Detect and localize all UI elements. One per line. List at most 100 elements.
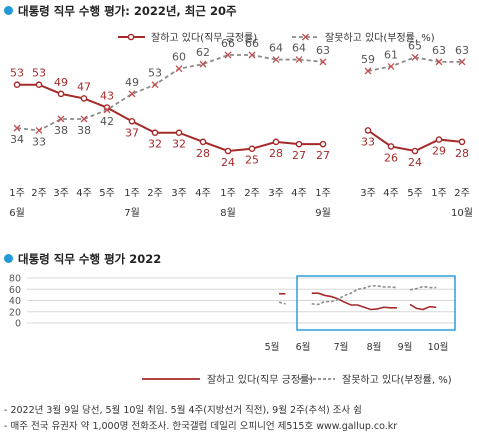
x-tick-label: 3주 — [171, 188, 187, 199]
x-tick-label: 10월 — [428, 341, 449, 353]
positive-point — [57, 90, 65, 98]
positive-series-line — [17, 83, 323, 153]
legend-positive-label: 잘하고 있다(직무 긍정률) — [207, 373, 313, 386]
bottom-chart-title-text: 대통령 직무 수행 평가 2022 — [18, 252, 162, 266]
bottom-chart-title: 대통령 직무 수행 평가 2022 — [4, 251, 161, 267]
positive-data-label: 47 — [77, 80, 91, 93]
positive-point — [319, 140, 327, 148]
negative-data-label: 64 — [269, 42, 283, 55]
negative-series-line — [311, 285, 397, 306]
y-tick-label: 80 — [9, 274, 21, 285]
positive-data-label: 53 — [32, 67, 46, 80]
x-tick-label: 3주 — [53, 188, 69, 199]
negative-point — [35, 126, 43, 134]
negative-point — [387, 62, 395, 70]
positive-point — [35, 81, 43, 89]
legend-positive-marker — [127, 33, 135, 41]
positive-data-label: 49 — [54, 76, 68, 89]
month-label: 7월 — [124, 207, 140, 219]
negative-point — [248, 51, 256, 59]
negative-data-label: 65 — [408, 39, 422, 52]
positive-data-label: 27 — [316, 149, 330, 162]
positive-data-label: 29 — [432, 145, 446, 158]
negative-point — [151, 81, 159, 89]
legend-negative-label: 잘못하고 있다(부정률, %) — [325, 31, 435, 44]
positive-point — [199, 138, 207, 146]
negative-data-label: 66 — [221, 37, 235, 50]
negative-point — [224, 51, 232, 59]
x-tick-label: 4주 — [291, 188, 307, 199]
month-label: 9월 — [315, 207, 331, 219]
negative-point — [175, 65, 183, 73]
x-tick-label: 1주 — [9, 188, 25, 199]
x-tick-label: 7월 — [334, 341, 349, 353]
negative-data-label: 49 — [125, 76, 139, 89]
negative-series-line — [16, 54, 324, 132]
x-tick-label: 4주 — [195, 188, 211, 199]
positive-data-label: 28 — [455, 147, 469, 160]
negative-data-label: 63 — [316, 44, 330, 57]
positive-point — [13, 81, 21, 89]
positive-point — [151, 129, 159, 137]
x-tick-label: 1주 — [124, 188, 140, 199]
positive-data-label: 25 — [245, 154, 259, 167]
positive-data-label: 28 — [269, 147, 283, 160]
x-tick-label: 2주 — [244, 188, 260, 199]
positive-point — [80, 95, 88, 102]
negative-data-label: 63 — [455, 44, 469, 57]
recent-weeks-highlight-box — [296, 275, 456, 331]
negative-data-label: 33 — [32, 135, 46, 148]
x-tick-label: 6월 — [296, 341, 311, 353]
negative-series-line — [278, 301, 286, 305]
negative-data-label: 59 — [361, 53, 375, 66]
x-tick-label: 2주 — [31, 188, 47, 199]
negative-data-label: 34 — [10, 133, 24, 146]
legend-negative-marker — [302, 33, 309, 41]
negative-point — [435, 58, 443, 66]
negative-data-label: 66 — [245, 37, 259, 50]
positive-point — [364, 127, 372, 134]
negative-point — [319, 58, 327, 66]
negative-point — [13, 124, 21, 132]
negative-data-label: 64 — [292, 42, 306, 55]
bullet-icon — [4, 254, 13, 263]
x-tick-label: 8월 — [367, 341, 382, 353]
positive-data-label: 26 — [384, 151, 398, 164]
negative-series-line — [409, 285, 437, 291]
top-chart-title: 대통령 직무 수행 평가: 2022년, 최근 20주 — [4, 3, 237, 19]
negative-data-label: 38 — [77, 124, 91, 137]
month-label: 10월 — [451, 207, 473, 219]
positive-point — [387, 143, 395, 150]
positive-data-label: 24 — [221, 156, 235, 169]
negative-data-label: 63 — [432, 44, 446, 57]
month-label: 8월 — [220, 207, 236, 219]
positive-point — [458, 138, 466, 146]
x-tick-label: 4주 — [383, 188, 399, 199]
footnote-2: - 매주 전국 유권자 약 1,000명 전화조사. 한국갤럽 데일리 오피니언… — [4, 421, 398, 432]
x-tick-label: 9월 — [398, 341, 413, 353]
negative-point — [57, 115, 65, 123]
x-tick-label: 1주 — [431, 188, 447, 199]
negative-point — [364, 67, 372, 75]
y-tick-label: 20 — [9, 307, 21, 318]
negative-point — [128, 90, 136, 98]
positive-data-label: 53 — [10, 67, 24, 80]
x-tick-label: 5주 — [407, 188, 423, 199]
positive-series-line — [409, 303, 437, 311]
negative-data-label: 62 — [196, 46, 210, 59]
positive-point — [435, 136, 443, 143]
x-tick-label: 4주 — [76, 188, 92, 199]
x-tick-label: 5월 — [265, 341, 280, 353]
positive-data-label: 32 — [172, 138, 186, 151]
negative-data-label: 38 — [54, 124, 68, 137]
negative-point — [103, 106, 111, 114]
positive-data-label: 28 — [196, 147, 210, 160]
y-tick-label: 40 — [9, 296, 21, 307]
positive-point — [295, 140, 303, 148]
y-tick-label: 0 — [15, 319, 21, 330]
x-tick-label: 2주 — [454, 188, 470, 199]
negative-point — [411, 53, 419, 61]
x-tick-label: 3주 — [268, 188, 284, 199]
legend-negative-label: 잘못하고 있다(부정률, %) — [342, 373, 452, 386]
bullet-icon — [4, 6, 13, 15]
